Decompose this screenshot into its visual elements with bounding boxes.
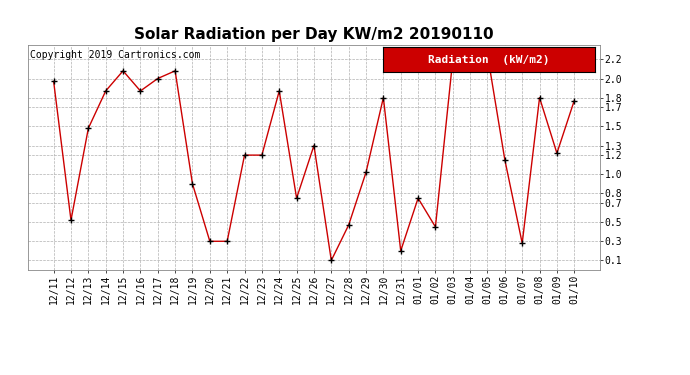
- Text: Copyright 2019 Cartronics.com: Copyright 2019 Cartronics.com: [30, 50, 201, 60]
- Title: Solar Radiation per Day KW/m2 20190110: Solar Radiation per Day KW/m2 20190110: [134, 27, 494, 42]
